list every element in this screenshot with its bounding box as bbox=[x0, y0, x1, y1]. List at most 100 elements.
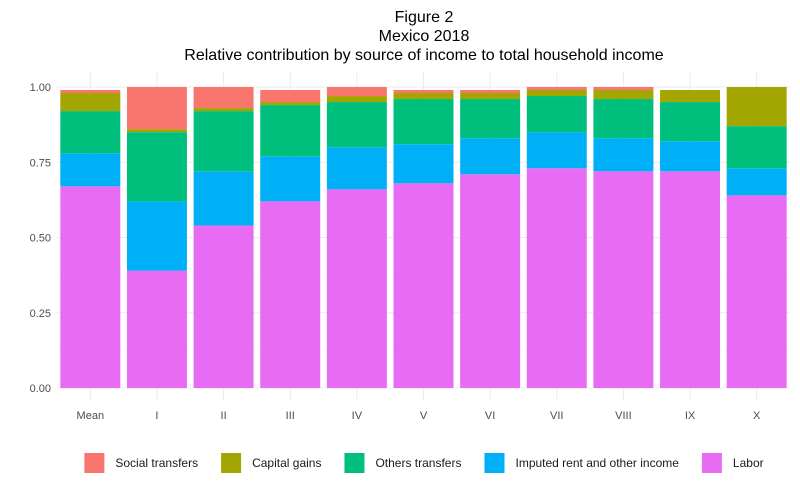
bar-stack bbox=[193, 87, 254, 388]
bar-segment bbox=[460, 99, 521, 139]
bar-segment bbox=[726, 87, 787, 127]
legend-item: Others transfers bbox=[344, 453, 461, 473]
chart-subtitle-line-2: Relative contribution by source of incom… bbox=[184, 47, 663, 64]
bar-segment bbox=[193, 171, 254, 226]
bar-stack bbox=[526, 87, 587, 388]
bar-segment bbox=[460, 93, 521, 100]
bar-stack bbox=[593, 87, 654, 388]
bar-stack bbox=[460, 90, 521, 388]
bar-segment bbox=[326, 96, 387, 103]
legend-item: Social transfers bbox=[84, 453, 198, 473]
legend-label: Social transfers bbox=[115, 456, 198, 470]
bar-segment bbox=[126, 129, 187, 133]
bar-stack bbox=[126, 87, 187, 388]
legend-key bbox=[344, 453, 365, 473]
bar-segment bbox=[260, 156, 321, 202]
bar-segment bbox=[326, 102, 387, 148]
bar-segment bbox=[660, 141, 721, 172]
y-tick-label: 1.00 bbox=[30, 82, 51, 94]
bar-segment bbox=[260, 102, 321, 106]
x-tick-label: III bbox=[286, 410, 295, 422]
bar-segment bbox=[526, 168, 587, 388]
y-tick-label: 0.50 bbox=[30, 233, 51, 245]
x-tick-label: VIII bbox=[615, 410, 632, 422]
bar-segment bbox=[260, 90, 321, 103]
bar-segment bbox=[393, 93, 454, 100]
legend: Social transfers Capital gains Others tran… bbox=[84, 453, 764, 473]
y-axis: 0.00 0.25 0.50 0.75 1.00 bbox=[30, 82, 51, 395]
bar-segment bbox=[326, 189, 387, 388]
bar-segment bbox=[526, 90, 587, 97]
bar-segment bbox=[126, 87, 187, 130]
bar-segment bbox=[193, 108, 254, 112]
bar-segment bbox=[260, 105, 321, 157]
bar-segment bbox=[193, 87, 254, 109]
bar-segment bbox=[726, 126, 787, 169]
bar-segment bbox=[593, 171, 654, 388]
bar-segment bbox=[393, 99, 454, 145]
bar-stack bbox=[260, 90, 321, 388]
bar-segment bbox=[726, 168, 787, 196]
y-tick-label: 0.25 bbox=[30, 308, 51, 320]
legend-item: Capital gains bbox=[221, 453, 321, 473]
bar-stack bbox=[393, 90, 454, 388]
legend-key bbox=[84, 453, 105, 473]
bar-segment bbox=[126, 270, 187, 388]
bar-stack bbox=[726, 87, 787, 388]
x-tick-label: IV bbox=[352, 410, 363, 422]
legend-key bbox=[484, 453, 505, 473]
bar-segment bbox=[526, 87, 587, 91]
bar-segment bbox=[460, 174, 521, 388]
bar-segment bbox=[660, 171, 721, 388]
bar-segment bbox=[526, 132, 587, 169]
bar-segment bbox=[260, 201, 321, 388]
bar-segment bbox=[726, 195, 787, 388]
legend-label: Others transfers bbox=[375, 456, 461, 470]
bar-segment bbox=[193, 111, 254, 172]
x-axis: Mean I II III IV V VI VII VIII IX X bbox=[77, 410, 761, 422]
legend-label: Labor bbox=[733, 456, 764, 470]
bar-segment bbox=[593, 99, 654, 139]
bar-segment bbox=[393, 90, 454, 94]
legend-item: Imputed rent and other income bbox=[484, 453, 679, 473]
bar-segment bbox=[326, 147, 387, 190]
legend-label: Imputed rent and other income bbox=[515, 456, 679, 470]
legend-item: Labor bbox=[701, 453, 764, 473]
bar-segment bbox=[460, 90, 521, 94]
x-tick-label: II bbox=[221, 410, 227, 422]
bar-segment bbox=[660, 102, 721, 142]
x-tick-label: VII bbox=[550, 410, 563, 422]
chart-title: Figure 2 bbox=[395, 9, 454, 26]
bar-segment bbox=[393, 183, 454, 388]
y-tick-label: 0.75 bbox=[30, 157, 51, 169]
bar-segment bbox=[593, 90, 654, 100]
legend-key bbox=[221, 453, 242, 473]
bar-segment bbox=[60, 153, 121, 187]
x-tick-label: IX bbox=[685, 410, 696, 422]
legend-key bbox=[701, 453, 722, 473]
bar-segment bbox=[326, 87, 387, 97]
bars bbox=[60, 87, 787, 388]
bar-segment bbox=[460, 138, 521, 175]
bar-segment bbox=[526, 96, 587, 133]
bar-stack bbox=[60, 90, 121, 388]
bar-segment bbox=[593, 87, 654, 91]
y-tick-label: 0.00 bbox=[30, 383, 51, 395]
bar-segment bbox=[60, 186, 121, 388]
bar-segment bbox=[60, 93, 121, 112]
bar-segment bbox=[593, 138, 654, 172]
x-tick-label: I bbox=[155, 410, 158, 422]
bar-segment bbox=[126, 201, 187, 271]
chart-subtitle-line-1: Mexico 2018 bbox=[379, 28, 470, 45]
legend-label: Capital gains bbox=[252, 456, 321, 470]
bar-segment bbox=[393, 144, 454, 184]
x-tick-label: Mean bbox=[77, 410, 105, 422]
bar-segment bbox=[126, 132, 187, 202]
bar-segment bbox=[660, 90, 721, 103]
bar-segment bbox=[60, 90, 121, 94]
bar-stack bbox=[326, 87, 387, 388]
chart-title-group: Figure 2 Mexico 2018 Relative contributi… bbox=[184, 9, 663, 64]
bar-segment bbox=[60, 111, 121, 154]
x-tick-label: VI bbox=[485, 410, 495, 422]
